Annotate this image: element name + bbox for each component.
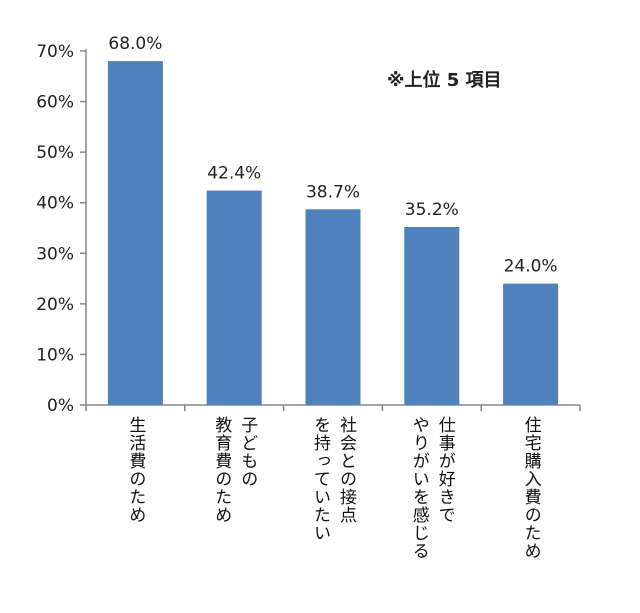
x-category-label: 住宅購入費のため: [520, 416, 541, 560]
x-category-label: 生活費のため: [125, 416, 146, 524]
x-axis: [85, 404, 581, 411]
bars: [107, 61, 559, 405]
data-label: 35.2%: [405, 200, 459, 220]
y-tick-label: 30%: [36, 244, 74, 264]
y-tick-label: 60%: [36, 93, 74, 113]
y-tick-label: 70%: [36, 42, 74, 62]
y-axis: 0% 10% 20% 30% 40% 50% 60% 70%: [36, 42, 87, 416]
x-category-label: 仕事が好きで やりがいを感じる: [408, 416, 455, 560]
x-category-label: 子どもの 教育費のため: [211, 416, 258, 524]
data-label: 42.4%: [207, 164, 261, 184]
bar: [503, 283, 559, 405]
data-label: 68.0%: [108, 34, 162, 54]
x-category-label: 社会との接点 を持っていたい: [310, 416, 356, 542]
y-tick-label: 40%: [36, 194, 74, 214]
y-tick-label: 20%: [36, 295, 74, 315]
bar: [107, 61, 163, 405]
y-tick-label: 10%: [36, 345, 74, 365]
data-labels: 68.0% 42.4% 38.7% 35.2% 24.0%: [108, 34, 557, 277]
y-tick-label: 0%: [47, 396, 74, 416]
bar: [404, 226, 460, 405]
data-label: 24.0%: [504, 257, 558, 277]
y-tick-label: 50%: [36, 143, 74, 163]
chart-annotation: ※上位 5 項目: [387, 69, 502, 91]
bar: [305, 209, 361, 405]
bar: [206, 190, 262, 405]
data-label: 38.7%: [306, 182, 360, 202]
